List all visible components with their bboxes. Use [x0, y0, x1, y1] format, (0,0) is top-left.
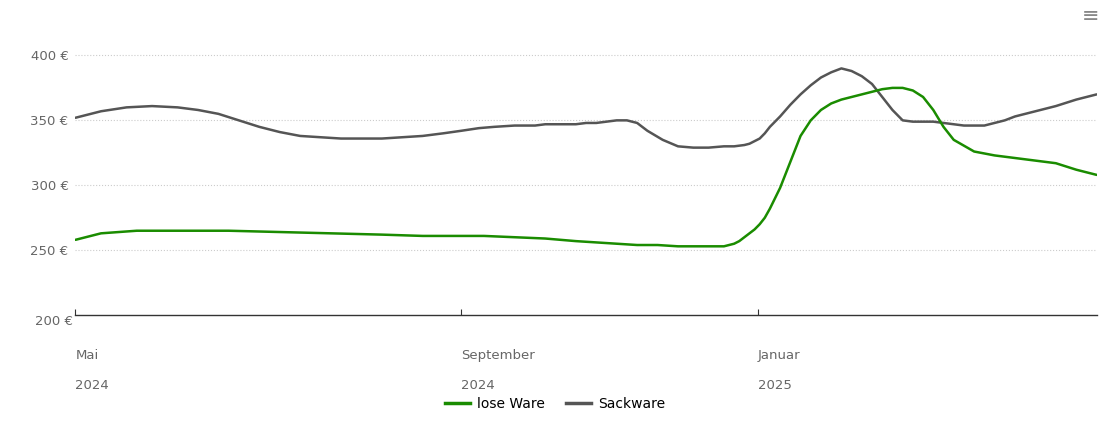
Text: 2024: 2024: [462, 379, 495, 392]
Legend: lose Ware, Sackware: lose Ware, Sackware: [440, 391, 670, 416]
Text: 2025: 2025: [758, 379, 791, 392]
Text: 2024: 2024: [75, 379, 109, 392]
Text: September: September: [462, 349, 535, 362]
Text: ≡: ≡: [1081, 6, 1099, 26]
Text: 200 €: 200 €: [36, 315, 73, 328]
Text: Januar: Januar: [758, 349, 800, 362]
Text: Mai: Mai: [75, 349, 99, 362]
